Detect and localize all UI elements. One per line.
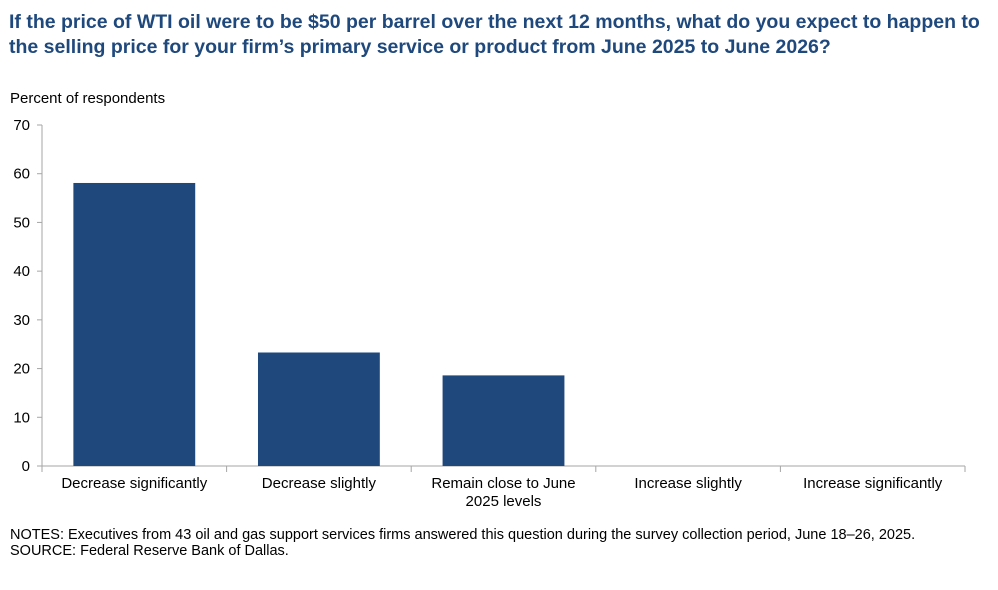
x-tick-label: Increase slightly — [634, 475, 742, 492]
chart-footnotes: NOTES: Executives from 43 oil and gas su… — [10, 527, 985, 559]
chart-title: If the price of WTI oil were to be $50 p… — [9, 11, 980, 58]
x-tick-label: Decrease slightly — [262, 475, 377, 492]
y-tick-label: 70 — [13, 117, 30, 134]
x-tick-label: Remain close to June — [431, 475, 575, 492]
y-tick-label: 40 — [13, 263, 30, 280]
bar — [257, 352, 380, 466]
y-tick-label: 30 — [13, 312, 30, 329]
bar-chart: 0 10 20 30 40 50 60 70 Decrease significantly Dec… — [13, 117, 966, 510]
source-text: SOURCE: Federal Reserve Bank of Dallas. — [10, 543, 289, 559]
y-tick-label: 60 — [13, 166, 30, 183]
y-tick-label: 20 — [13, 361, 30, 378]
x-tick-label: Decrease significantly — [61, 475, 207, 492]
y-axis-label: Percent of respondents — [10, 90, 166, 107]
y-tick-label: 50 — [13, 214, 30, 231]
x-tick-label: 2025 levels — [466, 493, 542, 510]
bar — [73, 182, 196, 466]
y-tick-label: 0 — [22, 458, 30, 475]
x-tick-label: Increase significantly — [803, 475, 943, 492]
bar — [442, 375, 565, 466]
notes-text: NOTES: Executives from 43 oil and gas su… — [10, 527, 916, 543]
y-tick-label: 10 — [13, 409, 30, 426]
